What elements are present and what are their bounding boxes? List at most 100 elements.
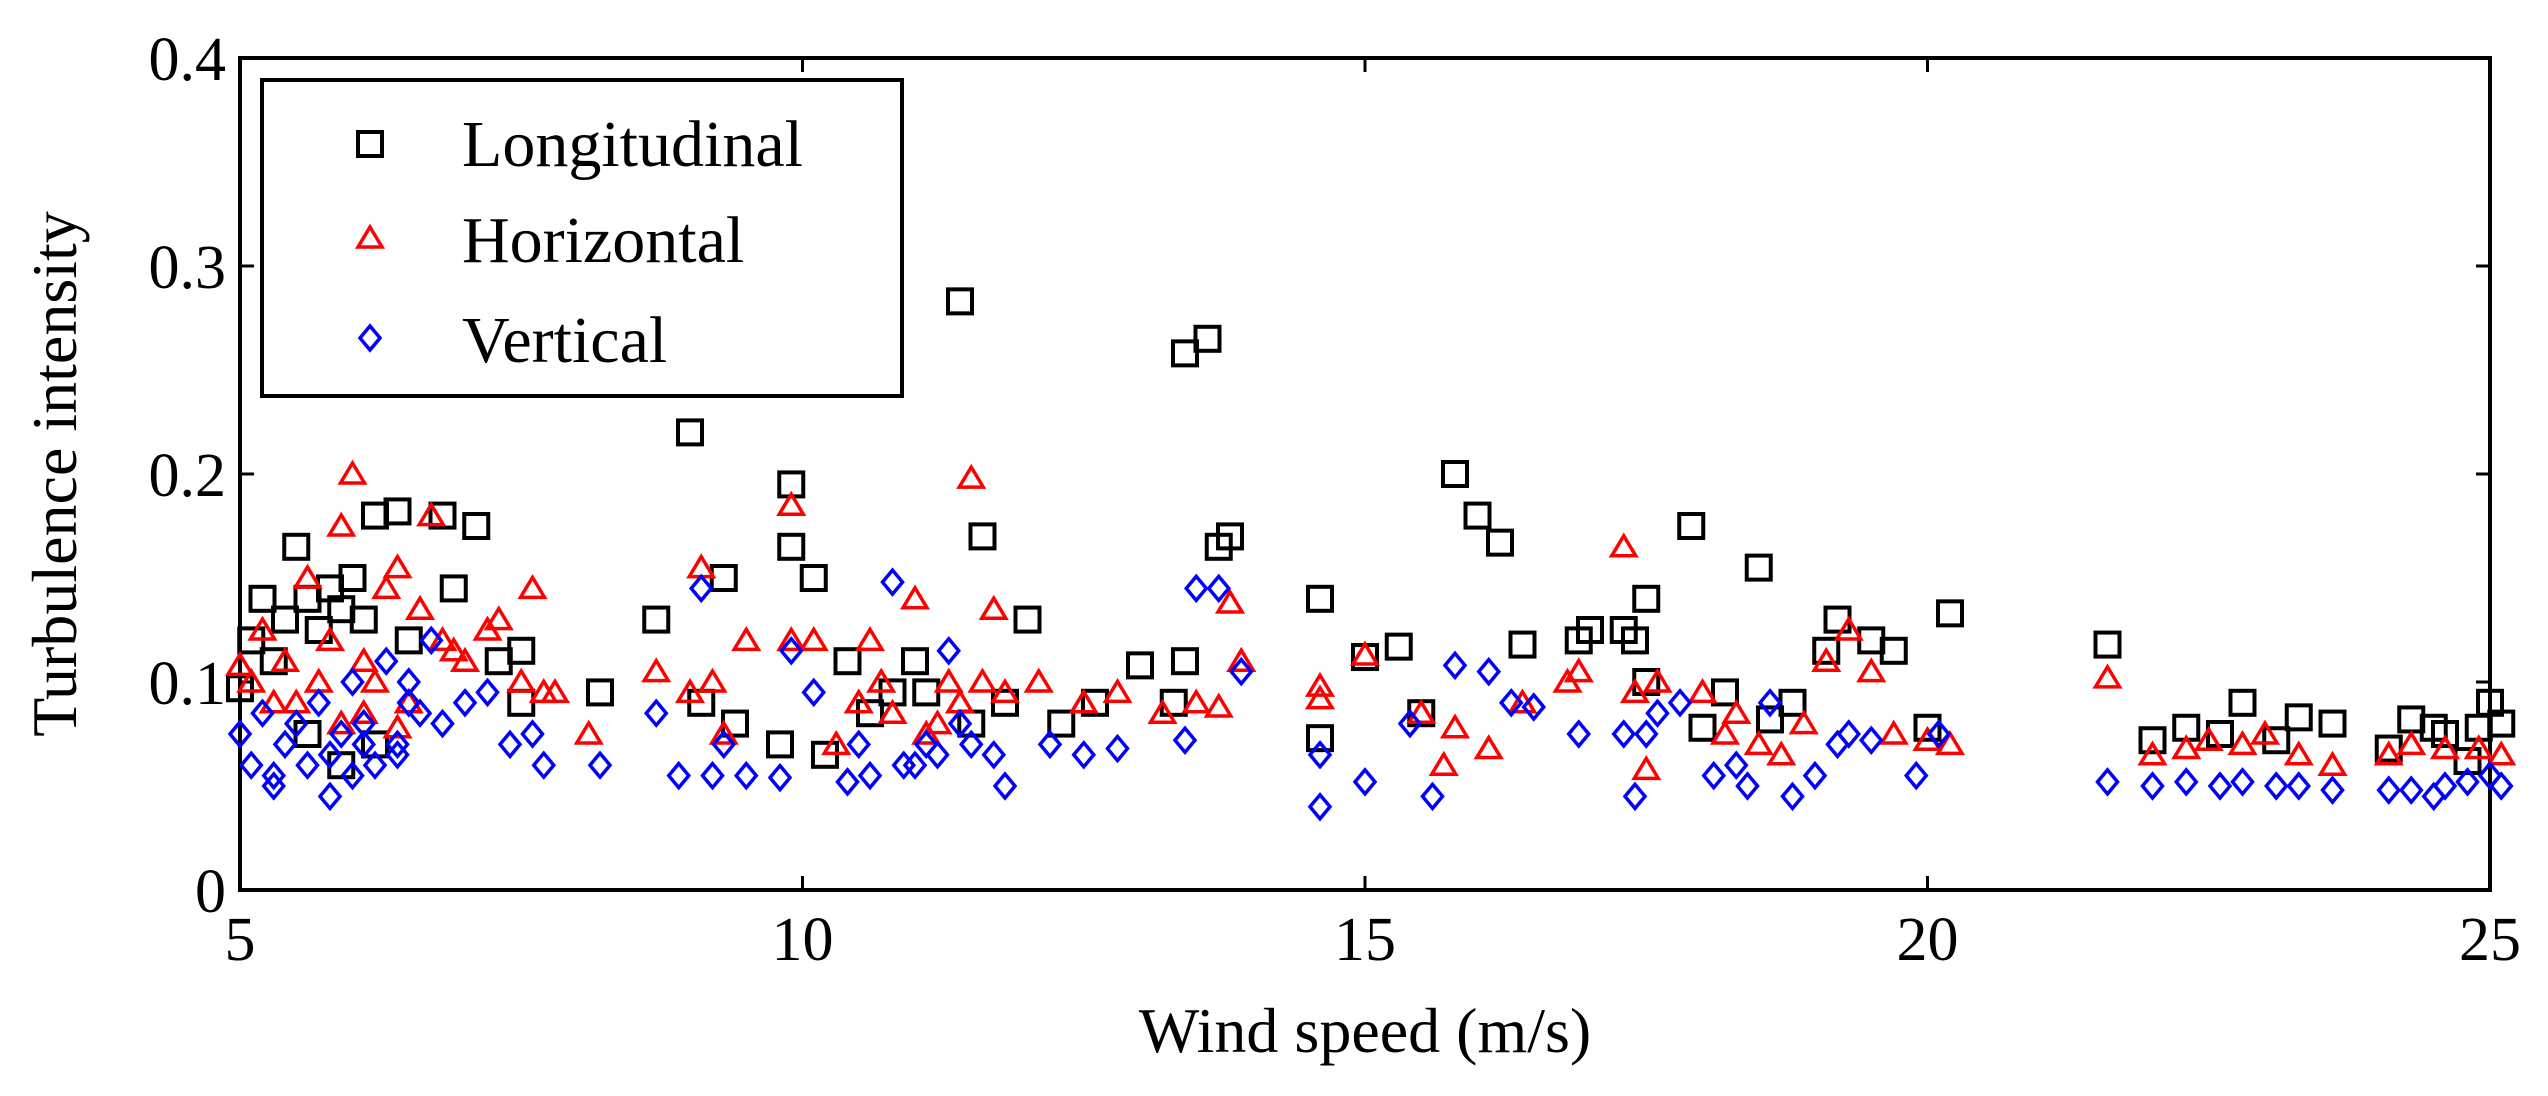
point-vertical bbox=[261, 760, 287, 791]
point-longitudinal bbox=[349, 605, 378, 634]
point-longitudinal bbox=[642, 605, 671, 634]
point-vertical bbox=[846, 729, 872, 760]
point-vertical bbox=[238, 750, 264, 780]
point-horizontal bbox=[258, 688, 289, 714]
point-horizontal bbox=[1226, 646, 1257, 672]
point-vertical bbox=[1802, 760, 1828, 791]
point-vertical bbox=[2095, 767, 2120, 797]
point-horizontal bbox=[1023, 667, 1054, 693]
point-longitudinal bbox=[1879, 636, 1908, 665]
point-longitudinal bbox=[462, 512, 491, 540]
x-tick-label: 20 bbox=[1897, 906, 1959, 974]
legend-marker-vertical bbox=[357, 323, 383, 353]
point-longitudinal bbox=[1756, 705, 1784, 734]
point-vertical bbox=[936, 636, 962, 666]
point-horizontal bbox=[933, 667, 964, 693]
point-horizontal bbox=[697, 667, 728, 693]
point-vertical bbox=[1757, 688, 1783, 718]
point-vertical bbox=[1645, 698, 1670, 728]
point-horizontal bbox=[854, 625, 886, 652]
point-longitudinal bbox=[1306, 584, 1334, 613]
point-longitudinal bbox=[1677, 512, 1706, 540]
point-horizontal bbox=[1203, 692, 1234, 718]
point-horizontal bbox=[2396, 729, 2427, 756]
point-longitudinal bbox=[586, 678, 614, 707]
point-longitudinal bbox=[833, 647, 862, 676]
point-vertical bbox=[913, 729, 939, 760]
point-vertical bbox=[902, 750, 928, 780]
point-horizontal bbox=[1068, 688, 1099, 714]
point-longitudinal bbox=[1744, 553, 1773, 582]
point-horizontal bbox=[371, 573, 402, 600]
point-longitudinal bbox=[1171, 647, 1199, 676]
point-vertical bbox=[733, 760, 759, 791]
point-longitudinal bbox=[1576, 616, 1604, 644]
point-longitudinal bbox=[1711, 678, 1739, 707]
series-vertical bbox=[227, 567, 2514, 822]
point-vertical bbox=[1701, 760, 1727, 791]
point-horizontal bbox=[641, 657, 672, 683]
point-horizontal bbox=[236, 667, 267, 693]
point-horizontal bbox=[1349, 640, 1381, 666]
point-horizontal bbox=[2193, 725, 2224, 751]
point-horizontal bbox=[1563, 657, 1594, 683]
point-horizontal bbox=[1181, 688, 1212, 714]
point-vertical bbox=[1307, 740, 1333, 770]
point-horizontal bbox=[2171, 734, 2202, 760]
point-horizontal bbox=[1214, 588, 1246, 614]
point-horizontal bbox=[798, 625, 829, 652]
point-horizontal bbox=[2227, 729, 2258, 756]
point-vertical bbox=[1172, 725, 1198, 755]
legend-label-longitudinal: Longitudinal bbox=[462, 108, 803, 181]
point-vertical bbox=[283, 708, 309, 739]
point-vertical bbox=[1307, 792, 1333, 822]
x-tick-label: 25 bbox=[2459, 906, 2521, 974]
point-longitudinal bbox=[2228, 688, 2257, 717]
point-longitudinal bbox=[2431, 720, 2459, 748]
point-longitudinal bbox=[1171, 339, 1199, 368]
point-horizontal bbox=[967, 667, 998, 693]
y-tick-label: 0.3 bbox=[149, 234, 227, 302]
point-horizontal bbox=[1631, 754, 1662, 781]
point-vertical bbox=[2376, 775, 2402, 805]
point-longitudinal bbox=[271, 605, 299, 634]
point-horizontal bbox=[506, 667, 537, 693]
point-vertical bbox=[1420, 781, 1445, 812]
y-tick-label: 0.1 bbox=[149, 650, 227, 718]
point-longitudinal bbox=[2318, 709, 2347, 738]
point-vertical bbox=[362, 750, 388, 780]
point-horizontal bbox=[1608, 532, 1639, 558]
point-vertical bbox=[925, 740, 950, 770]
point-longitudinal bbox=[1306, 724, 1334, 753]
point-vertical bbox=[643, 698, 669, 728]
point-vertical bbox=[1566, 719, 1592, 749]
point-horizontal bbox=[2137, 740, 2168, 766]
point-horizontal bbox=[416, 501, 447, 527]
point-longitudinal bbox=[1913, 713, 1942, 742]
point-horizontal bbox=[731, 625, 762, 652]
point-vertical bbox=[1858, 725, 1884, 755]
point-vertical bbox=[396, 688, 422, 718]
legend-label-horizontal: Horizontal bbox=[462, 204, 744, 277]
y-tick-label: 0.4 bbox=[149, 26, 227, 94]
point-horizontal bbox=[427, 625, 458, 652]
point-vertical bbox=[497, 729, 523, 760]
point-longitudinal bbox=[1463, 501, 1492, 530]
point-vertical bbox=[340, 760, 365, 791]
point-longitudinal bbox=[2262, 726, 2291, 755]
point-vertical bbox=[2286, 771, 2312, 801]
point-horizontal bbox=[1619, 677, 1651, 704]
point-vertical bbox=[2263, 771, 2289, 801]
point-vertical bbox=[711, 729, 737, 760]
point-longitudinal bbox=[1486, 528, 1514, 557]
point-horizontal bbox=[224, 650, 256, 677]
point-vertical bbox=[317, 781, 343, 812]
point-vertical bbox=[385, 729, 410, 760]
data-marks bbox=[224, 287, 2517, 822]
series-horizontal bbox=[224, 459, 2517, 781]
point-horizontal bbox=[393, 688, 424, 714]
point-longitudinal bbox=[1441, 460, 1469, 488]
point-vertical bbox=[1521, 692, 1547, 722]
point-vertical bbox=[1723, 750, 1749, 780]
